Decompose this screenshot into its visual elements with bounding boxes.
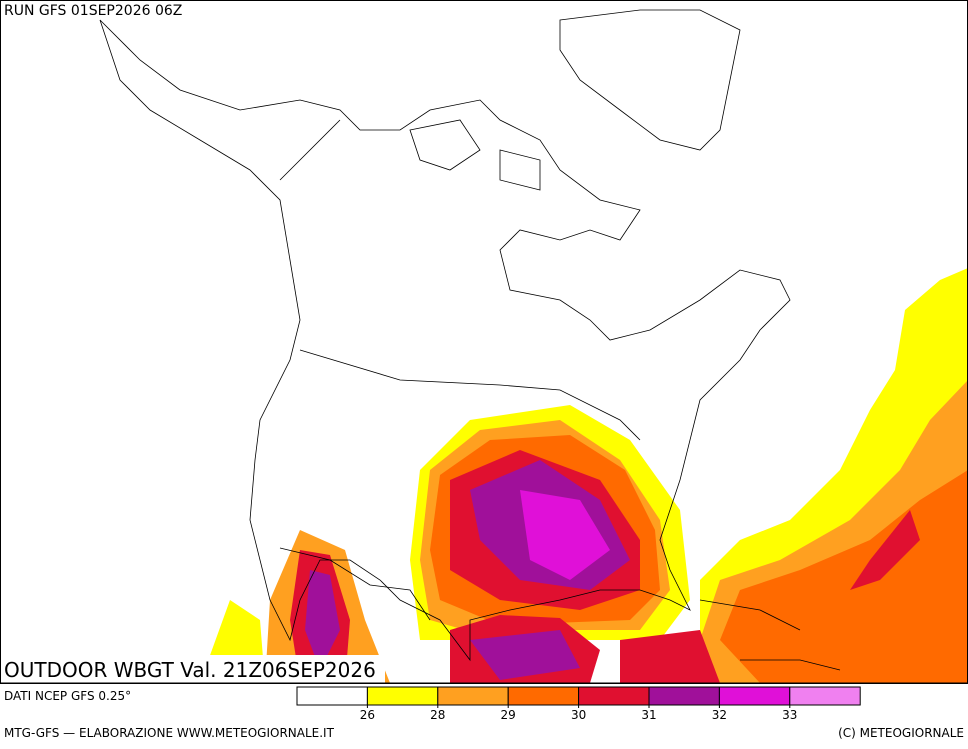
- legend-swatch: [296, 686, 368, 706]
- legend-swatch: [718, 686, 791, 706]
- legend-swatch: [648, 686, 720, 706]
- legend-tick-label: 32: [712, 708, 727, 722]
- legend-swatch: [366, 686, 439, 706]
- title-banner: [0, 655, 385, 683]
- source-label: DATI NCEP GFS 0.25°: [4, 689, 131, 703]
- legend-tick-label: 30: [571, 708, 586, 722]
- legend-tick-label: 29: [501, 708, 516, 722]
- legend-tick-label: 28: [430, 708, 445, 722]
- footer-left: MTG-GFS — ELABORAZIONE WWW.METEOGIORNALE…: [4, 726, 335, 740]
- field-red: [620, 630, 720, 683]
- field-magenta: [520, 490, 610, 580]
- legend-swatch: [437, 686, 509, 706]
- run-label: RUN GFS 01SEP2026 06Z: [4, 3, 182, 19]
- border: [279, 119, 641, 621]
- legend-swatch: [507, 686, 580, 706]
- greenland: [559, 9, 741, 151]
- field: [200, 268, 968, 683]
- field-purple: [470, 630, 580, 680]
- coastline: [99, 19, 791, 662]
- coastlines: [99, 9, 841, 671]
- legend: 26 28 29 30 31 32 33: [296, 686, 861, 722]
- legend-swatch: [578, 686, 650, 706]
- legend-swatch: [789, 686, 861, 706]
- legend-tick-label: 31: [641, 708, 656, 722]
- field-red: [850, 510, 920, 590]
- legend-tick-label: 33: [782, 708, 797, 722]
- footer-right: (C) METEOGIORNALE: [838, 726, 964, 740]
- field-purple: [305, 570, 340, 670]
- legend-tick-label: 26: [360, 708, 375, 722]
- islands: [409, 119, 841, 671]
- map-title: OUTDOOR WBGT Val. 21Z06SEP2026: [4, 658, 376, 682]
